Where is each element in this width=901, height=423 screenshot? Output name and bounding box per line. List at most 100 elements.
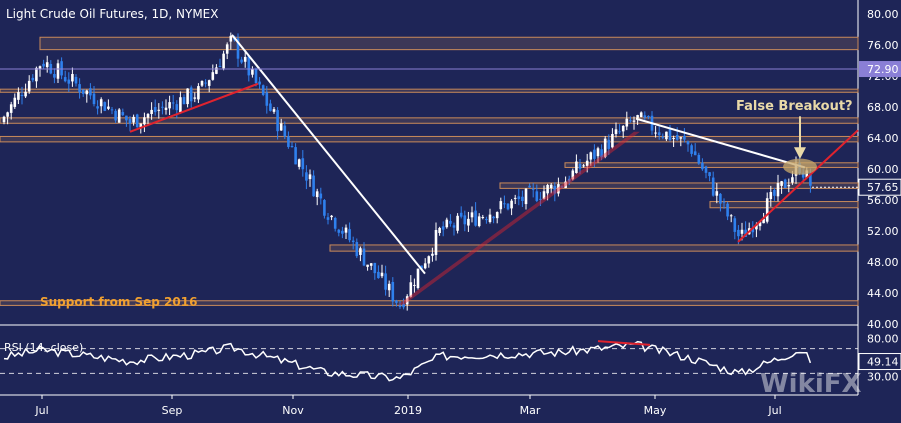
candle-body xyxy=(542,191,546,199)
candle-body xyxy=(539,198,542,200)
candle-body xyxy=(387,283,391,291)
candle-body xyxy=(60,61,63,76)
candle-body xyxy=(258,81,261,85)
candle-body xyxy=(204,82,207,84)
price-zone xyxy=(499,182,859,189)
rsi-tick-label: 30.00 xyxy=(867,371,899,384)
price-zone xyxy=(564,162,859,168)
candle-body xyxy=(283,125,287,137)
candle-body xyxy=(780,181,783,186)
price-tick-label: 44.00 xyxy=(867,287,899,300)
candle-body xyxy=(729,215,733,217)
candle-body xyxy=(571,170,575,180)
candle-body xyxy=(53,74,56,78)
candle-body xyxy=(31,77,35,81)
candle-body xyxy=(661,136,665,138)
candle-body xyxy=(240,59,243,63)
candle-body xyxy=(42,63,45,67)
candle-body xyxy=(38,66,42,69)
candle-body xyxy=(693,151,697,156)
candle-body xyxy=(683,135,686,140)
candle-body xyxy=(564,181,567,189)
candle-body xyxy=(528,185,531,188)
candle-body xyxy=(751,227,755,233)
price-tick-label: 68.00 xyxy=(867,101,899,114)
candle-body xyxy=(600,149,603,158)
candle-body xyxy=(575,161,578,174)
price-zone xyxy=(39,36,859,51)
candle-body xyxy=(499,201,503,210)
candle-body xyxy=(431,253,434,256)
candle-body xyxy=(521,196,524,201)
candle-body xyxy=(477,216,481,227)
candle-body xyxy=(128,118,132,124)
candle-body xyxy=(380,272,384,277)
candle-body xyxy=(17,92,20,100)
candle-body xyxy=(636,115,639,118)
time-tick-label: Jul xyxy=(34,404,48,417)
breakout-highlight xyxy=(783,158,817,175)
candle-body xyxy=(629,120,632,122)
candle-body xyxy=(89,88,92,96)
candle-body xyxy=(535,191,539,201)
last-price-label: 57.65 xyxy=(867,181,899,194)
candle-body xyxy=(621,125,625,132)
candle-body xyxy=(801,172,805,178)
candle-body xyxy=(269,103,272,111)
candle-body xyxy=(287,136,290,147)
candle-body xyxy=(737,229,740,237)
candle-body xyxy=(107,106,110,109)
candle-body xyxy=(24,91,27,97)
candle-body xyxy=(312,175,315,197)
price-zone xyxy=(0,117,859,124)
candle-body xyxy=(708,172,711,177)
candle-body xyxy=(805,170,809,178)
candle-body xyxy=(463,215,467,225)
candle-body xyxy=(20,94,24,97)
candle-body xyxy=(359,248,362,255)
price-zone xyxy=(0,88,859,93)
candle-body xyxy=(279,123,283,131)
candle-body xyxy=(495,212,499,219)
candle-body xyxy=(215,67,218,74)
red-uptrend-2019 xyxy=(737,129,859,243)
candle-body xyxy=(686,141,690,145)
candle-body xyxy=(6,112,9,117)
candle-body xyxy=(398,305,402,307)
rsi-divergence-line xyxy=(597,340,651,346)
candle-body xyxy=(247,56,251,76)
candle-body xyxy=(441,226,445,230)
candle-body xyxy=(585,160,589,166)
candle-body xyxy=(459,212,463,217)
candle-body xyxy=(517,196,521,200)
candle-body xyxy=(625,118,629,127)
candle-body xyxy=(733,218,737,232)
candle-body xyxy=(405,296,409,305)
time-tick-label: Sep xyxy=(162,404,183,417)
price-tick-label: 76.00 xyxy=(867,39,899,52)
candle-body xyxy=(348,229,351,241)
candle-body xyxy=(762,218,765,224)
red-trendline-2018 xyxy=(129,82,259,133)
marked-level-label: 72.90 xyxy=(867,63,899,76)
candle-body xyxy=(654,132,657,134)
candle-body xyxy=(333,217,337,229)
candle-body xyxy=(254,68,258,84)
candle-body xyxy=(290,145,294,148)
candle-body xyxy=(513,197,517,199)
candle-body xyxy=(355,242,359,257)
candle-body xyxy=(481,217,485,219)
candle-body xyxy=(13,97,17,107)
candle-body xyxy=(416,268,420,288)
candle-body xyxy=(506,203,510,210)
candle-body xyxy=(117,109,121,123)
candle-body xyxy=(218,66,222,68)
candle-body xyxy=(103,102,107,111)
candle-body xyxy=(92,93,96,105)
false-breakout-annotation: False Breakout? xyxy=(736,99,853,114)
candle-body xyxy=(697,154,701,164)
price-tick-label: 52.00 xyxy=(867,225,899,238)
price-axis: 80.0076.0072.0068.0064.0060.0056.0052.00… xyxy=(858,8,901,331)
candle-body xyxy=(179,97,182,113)
